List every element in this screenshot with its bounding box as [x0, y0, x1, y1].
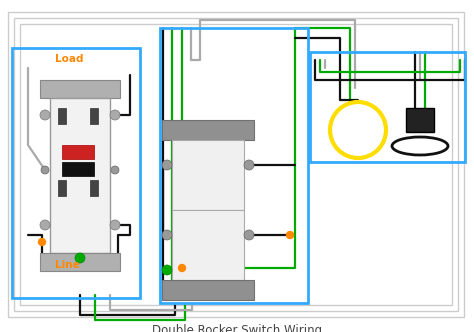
Circle shape	[75, 253, 85, 263]
Bar	[172, 140, 244, 210]
Bar	[58, 180, 66, 196]
Circle shape	[162, 230, 172, 240]
Circle shape	[179, 265, 185, 272]
Circle shape	[162, 160, 172, 170]
Circle shape	[286, 231, 293, 238]
Bar	[58, 108, 66, 124]
Text: Line: Line	[55, 260, 80, 270]
Circle shape	[41, 166, 49, 174]
Bar	[90, 180, 98, 196]
Bar	[14, 18, 458, 311]
Bar	[40, 80, 120, 98]
Bar	[310, 52, 465, 162]
Circle shape	[244, 160, 254, 170]
Ellipse shape	[392, 137, 448, 155]
Text: Double Rocker Switch Wiring: Double Rocker Switch Wiring	[152, 324, 322, 332]
Bar	[172, 210, 244, 280]
Circle shape	[244, 230, 254, 240]
Circle shape	[111, 166, 119, 174]
Bar	[62, 145, 94, 159]
Circle shape	[38, 238, 46, 245]
Bar	[406, 108, 434, 132]
Bar	[162, 280, 254, 300]
Bar	[50, 98, 110, 253]
Bar	[160, 28, 308, 303]
Circle shape	[330, 102, 386, 158]
Text: Load: Load	[55, 54, 83, 64]
Bar	[90, 108, 98, 124]
Bar	[162, 120, 254, 140]
Circle shape	[110, 220, 120, 230]
Bar	[12, 48, 140, 298]
Bar	[62, 162, 94, 176]
Circle shape	[40, 110, 50, 120]
Bar	[40, 253, 120, 271]
Bar	[20, 24, 452, 305]
Circle shape	[110, 110, 120, 120]
Circle shape	[40, 220, 50, 230]
Circle shape	[162, 265, 172, 275]
